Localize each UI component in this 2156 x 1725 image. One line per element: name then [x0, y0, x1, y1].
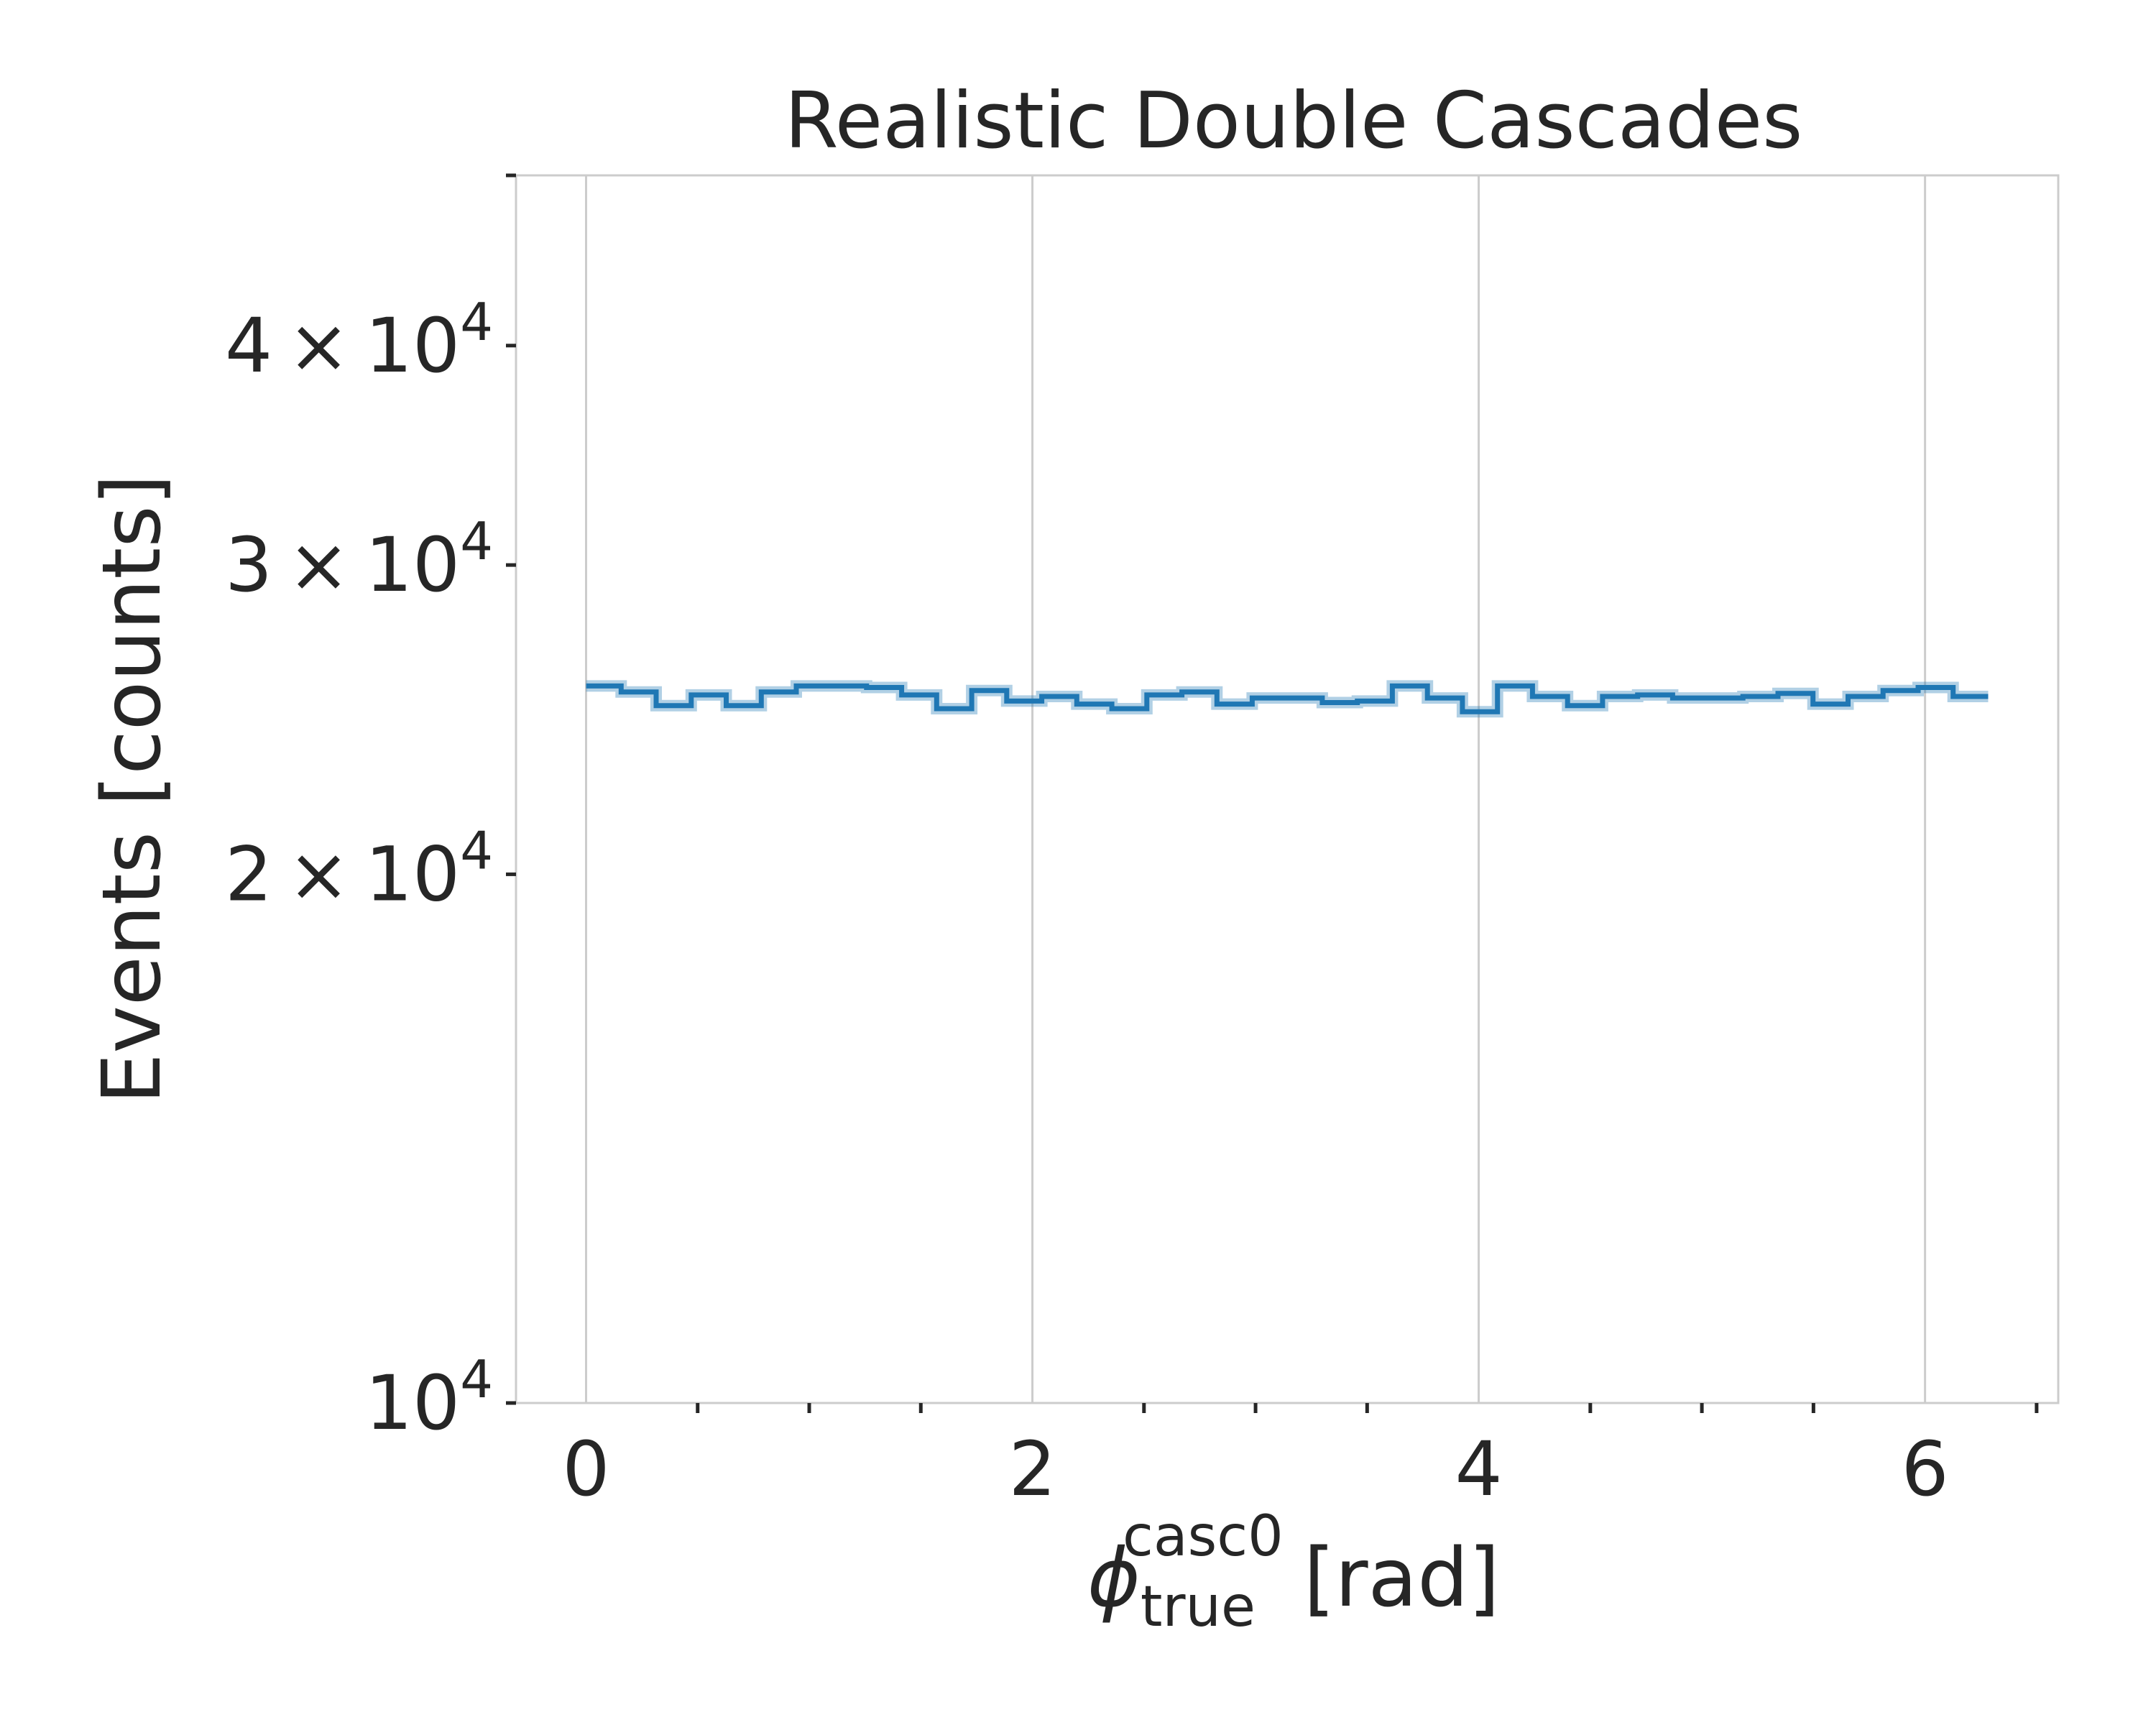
x-tick-label: 6 — [1902, 1425, 1949, 1513]
x-axis-symbol: ϕ — [1087, 1532, 1141, 1625]
y-tick-exponent: 4 — [460, 1349, 493, 1409]
y-tick-label: 3 × 104 — [225, 511, 493, 609]
y-tick-label: 104 — [365, 1349, 493, 1447]
chart-title: Realistic Double Cascades — [785, 76, 1803, 166]
x-axis-label: ϕtruecasc0 [rad] — [1087, 1504, 1500, 1639]
y-tick-base: 2 × 10 — [225, 830, 460, 918]
x-tick-label: 4 — [1455, 1425, 1502, 1513]
x-axis-unit: [rad] — [1304, 1532, 1500, 1625]
x-tick-label: 0 — [562, 1425, 609, 1513]
y-tick-base: 3 × 10 — [225, 521, 460, 609]
y-tick-base: 10 — [365, 1359, 460, 1447]
x-axis-subscript: true — [1141, 1575, 1256, 1639]
series-line — [586, 683, 1989, 714]
x-axis-superscript: casc0 — [1123, 1504, 1284, 1569]
y-tick-base: 4 × 10 — [225, 302, 460, 390]
series-layer — [586, 680, 1989, 718]
y-tick-exponent: 4 — [460, 511, 493, 571]
y-tick-exponent: 4 — [460, 820, 493, 880]
plot-frame — [515, 174, 2060, 1404]
grid — [585, 175, 1927, 1403]
y-tick-label: 2 × 104 — [225, 820, 493, 918]
y-axis-label: Events [counts] — [86, 474, 179, 1105]
y-tick-label: 4 × 104 — [225, 292, 493, 390]
y-tick-exponent: 4 — [460, 292, 493, 352]
x-tick-label: 2 — [1008, 1425, 1056, 1513]
